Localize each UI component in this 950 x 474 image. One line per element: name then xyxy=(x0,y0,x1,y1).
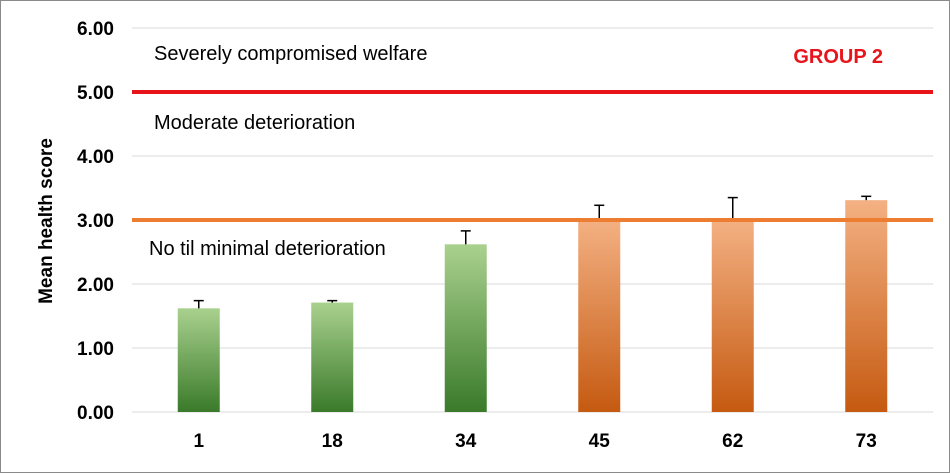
zone-label-moderate: Moderate deterioration xyxy=(154,112,355,134)
y-tick-label: 3.00 xyxy=(77,211,114,232)
group-label: GROUP 2 xyxy=(793,46,883,68)
y-tick-label: 4.00 xyxy=(77,147,114,168)
y-tick-label: 1.00 xyxy=(77,339,114,360)
x-tick-label: 62 xyxy=(722,431,743,452)
y-tick-label: 5.00 xyxy=(77,83,114,104)
zone-label-minimal: No til minimal deterioration xyxy=(149,238,386,260)
bars xyxy=(177,195,888,412)
x-axis-ticks: 1 18 34 45 62 73 xyxy=(193,431,876,452)
bar-62 xyxy=(711,218,754,412)
x-tick-label: 45 xyxy=(589,431,611,452)
y-axis-title: Mean health score xyxy=(36,138,57,304)
bar-34 xyxy=(444,244,487,412)
y-tick-label: 2.00 xyxy=(77,275,114,296)
bar-1 xyxy=(177,308,220,412)
x-tick-label: 18 xyxy=(322,431,343,452)
zone-label-severe: Severely compromised welfare xyxy=(154,43,427,65)
bar-73 xyxy=(845,200,888,412)
bar-18 xyxy=(311,302,354,412)
threshold-lines xyxy=(132,90,933,222)
y-tick-label: 0.00 xyxy=(77,403,114,424)
y-tick-label: 6.00 xyxy=(77,19,114,40)
bar-45 xyxy=(578,218,621,412)
x-tick-label: 73 xyxy=(856,431,877,452)
y-axis-ticks: 0.00 1.00 2.00 3.00 4.00 5.00 6.00 xyxy=(77,19,114,424)
x-tick-label: 34 xyxy=(455,431,477,452)
x-tick-label: 1 xyxy=(193,431,204,452)
labels: Severely compromised welfare Moderate de… xyxy=(36,43,883,304)
